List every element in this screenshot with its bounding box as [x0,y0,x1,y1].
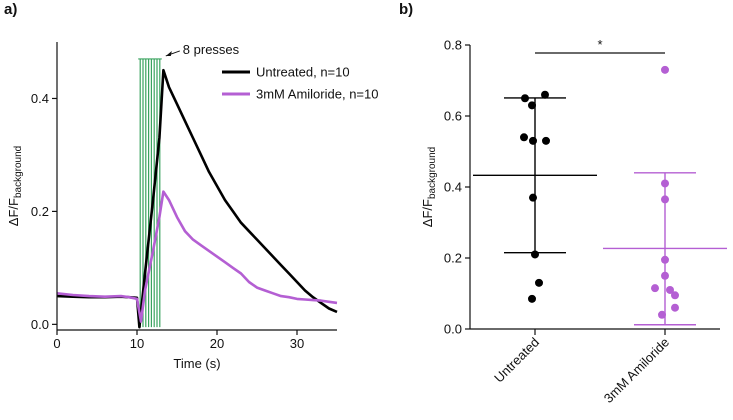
press-arrow-head [165,50,172,56]
series-line-amiloride [56,190,338,323]
panel-b-label: b) [399,1,413,18]
x-tick-label: 30 [290,336,304,351]
legend-label-untreated: Untreated, n=10 [256,65,350,80]
y-tick-label: 0.4 [444,180,462,195]
y-tick-label: 0.0 [444,322,462,337]
x-category-label-untreated: Untreated [491,335,542,386]
significance-marker: * [597,37,602,52]
y-tick-label: 0.8 [444,38,462,53]
data-point-amiloride [661,65,669,74]
panel-a-line-chart: 8 presses 0.0 0.2 0.4 0 10 20 30 Time (s) ΔF/Fbac… [6,42,378,371]
data-point-untreated [542,136,550,145]
x-tick-label: 10 [130,336,144,351]
data-point-untreated [528,294,536,303]
panel-b-scatter-chart: 0.0 0.2 0.4 0.6 0.8 ΔF/Fbackground Untreated 3m… [420,37,727,406]
data-point-amiloride [661,179,669,188]
data-point-untreated [529,136,537,145]
y-axis-title-main: ΔF/F [420,199,435,227]
y-axis-title-main: ΔF/F [6,198,21,226]
data-point-amiloride [661,271,669,280]
y-tick-label: 0.2 [444,251,462,266]
data-point-untreated [541,90,549,99]
series-line-untreated [56,68,338,329]
y-tick-label: 0.6 [444,109,462,124]
data-point-amiloride [666,285,674,294]
press-markers [138,58,162,328]
press-annotation: 8 presses [183,42,240,57]
y-axis-title: ΔF/Fbackground [420,147,438,227]
data-point-untreated [520,133,528,142]
data-point-amiloride [651,284,659,293]
panel-a-label: a) [4,1,17,18]
legend-label-amiloride: 3mM Amiloride, n=10 [256,87,378,102]
data-point-untreated [529,193,537,202]
x-axis-title: Time (s) [173,356,220,371]
data-point-untreated [531,250,539,259]
y-axis-title: ΔF/Fbackground [6,146,24,226]
data-point-amiloride [671,291,679,300]
data-point-amiloride [671,303,679,312]
data-point-amiloride [658,310,666,319]
data-point-amiloride [661,255,669,264]
y-axis-title-subscript: background [427,147,438,199]
data-point-untreated [521,94,529,103]
data-point-untreated [535,278,543,287]
data-point-untreated [528,101,536,110]
y-tick-label: 0.4 [31,91,49,106]
x-tick-label: 0 [53,336,60,351]
y-tick-label: 0.2 [31,204,49,219]
y-axis-title-subscript: background [13,146,24,198]
x-category-label-amiloride: 3mM Amiloride [601,335,672,406]
x-tick-label: 20 [210,336,224,351]
y-tick-label: 0.0 [31,317,49,332]
data-point-amiloride [661,195,669,204]
